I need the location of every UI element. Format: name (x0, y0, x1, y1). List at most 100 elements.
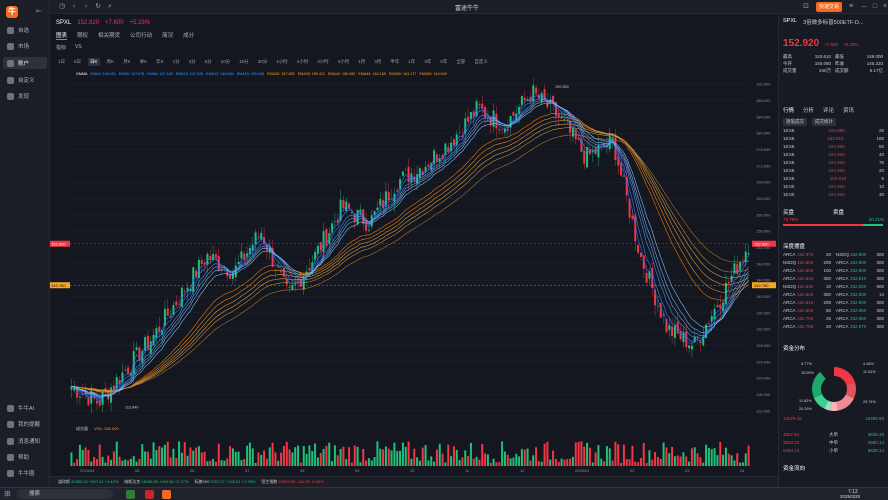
volume-bar (223, 460, 226, 466)
trade-price: 152.910 (827, 136, 844, 141)
futu-icon[interactable] (162, 490, 171, 499)
close-icon[interactable]: × (882, 3, 888, 10)
tab-2[interactable]: 相关期货 (98, 33, 121, 39)
period-7[interactable]: 1分 (172, 59, 180, 64)
volume-bar (452, 446, 455, 466)
windows-start-icon[interactable]: ⊞ (4, 489, 11, 498)
tab-4[interactable]: 简况 (162, 33, 174, 39)
index-ticker[interactable]: 道琼斯 42583.32 +597.41 +1.42% (58, 479, 118, 485)
fund-row: 4807.61 大单 3639.49 (783, 432, 884, 438)
candle-body (552, 96, 555, 104)
period-1[interactable]: 5日 (74, 59, 82, 64)
volume-bar (639, 458, 642, 466)
bid-volume: 25 (825, 316, 831, 321)
collapse-sidebar-icon[interactable]: ⇤ (36, 8, 42, 15)
quote-subtab-1[interactable]: 成交统计 (812, 118, 836, 126)
maximize-icon[interactable]: □ (872, 3, 878, 10)
sidebar-item-alerts[interactable]: 我的提醒 (3, 418, 47, 430)
menu-icon[interactable]: ≡ (848, 3, 854, 10)
candle-body (427, 164, 430, 167)
candlestick-chart[interactable]: 192.000 188.000 184.000 180.000 176.000 172.0… (50, 14, 778, 476)
volume-bar (444, 462, 447, 466)
trade-price: 152.930 (828, 144, 845, 149)
candle-body (673, 325, 676, 338)
forward-icon[interactable]: › (84, 3, 88, 10)
help-icon (7, 453, 14, 461)
period-8[interactable]: 3分 (188, 59, 196, 64)
back-icon[interactable]: ‹ (72, 3, 76, 10)
refresh-icon[interactable]: ↻ (95, 3, 101, 10)
candle-body (280, 271, 283, 273)
quote-tab-2[interactable]: 评论 (823, 108, 835, 114)
fund-row-category: 小单 (829, 448, 838, 453)
period-5[interactable]: 季K (139, 59, 148, 64)
period-22[interactable]: 5年 (440, 59, 448, 64)
period-15[interactable]: 3小时 (317, 59, 329, 64)
sidebar-item-market[interactable]: 市场 (3, 40, 47, 52)
period-24[interactable]: 自定义 (474, 59, 488, 64)
period-0[interactable]: 1日 (58, 59, 66, 64)
quote-price: 152.920 (783, 38, 820, 49)
period-17[interactable]: 1月 (358, 59, 366, 64)
candle-body (265, 245, 268, 251)
tab-0[interactable]: 图表 (56, 33, 68, 40)
volume-bar (112, 451, 115, 466)
candle-body (81, 393, 84, 395)
quick-trade-button[interactable]: 快速交易 (816, 2, 842, 12)
period-13[interactable]: 1小时 (276, 59, 288, 64)
period-6[interactable]: 年K (156, 59, 164, 64)
quote-tab-0[interactable]: 行情 (783, 108, 795, 114)
sidebar-item-community[interactable]: 牛牛圈 (3, 467, 47, 479)
period-20[interactable]: 1年 (408, 59, 416, 64)
period-21[interactable]: 3年 (424, 59, 432, 64)
volume-bar (132, 456, 135, 466)
sidebar-item-discover[interactable]: 发现 (3, 90, 47, 102)
tab-3[interactable]: 公司行动 (130, 33, 153, 39)
period-14[interactable]: 2小时 (296, 59, 309, 64)
sidebar-item-watchlist[interactable]: 自选 (3, 24, 47, 36)
period-3[interactable]: 周K (106, 59, 115, 64)
volume-bar (359, 462, 362, 466)
index-ticker[interactable]: 恒生指数 23905.56 -164.95 -0.68% (261, 479, 323, 485)
minimize-icon[interactable]: – (862, 3, 866, 10)
sidebar-item-account[interactable]: 账户 (3, 57, 47, 69)
period-2[interactable]: 日K (88, 58, 100, 66)
candle-body (458, 132, 461, 133)
index-ticker[interactable]: 标普500 5767.57 +100.01 +1.76% (195, 479, 256, 485)
volume-bar (152, 442, 155, 466)
trade-row: 15:59 152.920 75 (783, 160, 884, 165)
sidebar-item-help[interactable]: 帮助 (3, 451, 47, 463)
sidebar-item-ai[interactable]: 牛牛AI (3, 402, 47, 414)
tab-1[interactable]: 期权 (77, 33, 89, 39)
taskbar-search[interactable]: 搜索 (17, 489, 113, 499)
left-price-tag (50, 240, 70, 247)
period-18[interactable]: 3月 (374, 59, 382, 64)
index-ticker[interactable]: 纳斯达克 18188.59 +404.54 +2.27% (124, 479, 188, 485)
search-icon[interactable]: ⌕ (108, 3, 112, 10)
volume-bar (163, 444, 166, 466)
bid-exchange: ARCA (783, 324, 796, 329)
ask-exchange: ARCA (836, 324, 849, 329)
lock-icon[interactable]: ⊡ (803, 3, 809, 10)
wechat-icon[interactable] (126, 490, 135, 499)
period-9[interactable]: 5分 (204, 59, 212, 64)
quote-tab-1[interactable]: 分析 (803, 108, 815, 114)
volume-bar (707, 447, 710, 466)
period-23[interactable]: 全部 (456, 59, 466, 64)
period-11[interactable]: 15分 (239, 59, 249, 64)
quote-tab-3[interactable]: 资讯 (843, 108, 855, 114)
candle-body (469, 111, 472, 120)
compare-button[interactable]: VS (75, 44, 82, 50)
period-16[interactable]: 4小时 (337, 59, 350, 64)
tab-5[interactable]: 成分 (183, 33, 195, 39)
quote-subtab-0[interactable]: 逐笔成交 (783, 118, 807, 126)
period-12[interactable]: 30分 (257, 59, 268, 64)
indicator-button[interactable]: 指标 (56, 45, 67, 51)
history-icon[interactable]: ◷ (58, 3, 66, 10)
period-19[interactable]: 半年 (390, 59, 400, 64)
sidebar-item-custom[interactable]: 自定义 (3, 74, 47, 86)
period-10[interactable]: 10分 (220, 59, 231, 64)
period-4[interactable]: 月K (123, 59, 131, 64)
sidebar-item-messages[interactable]: 消息通知 (3, 435, 47, 447)
wps-icon[interactable] (145, 490, 154, 499)
